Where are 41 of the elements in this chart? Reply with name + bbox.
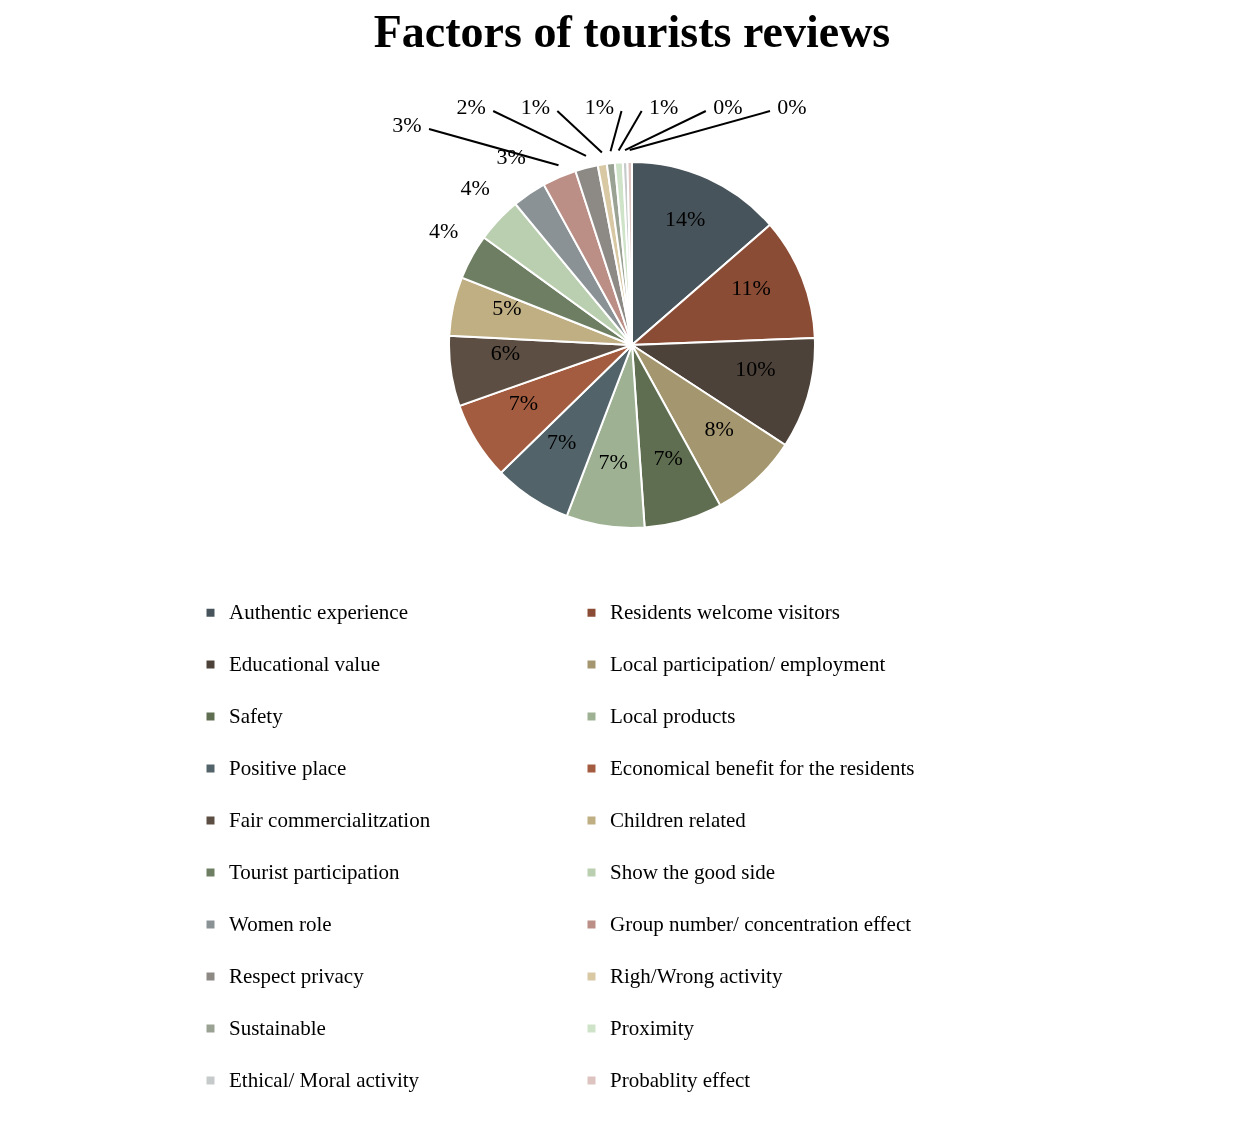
data-label: 11% — [731, 274, 771, 300]
legend-label: Fair commercialitzation — [229, 807, 431, 832]
legend-label: Local participation/ employment — [610, 651, 886, 676]
data-label: 1% — [649, 94, 679, 119]
legend-label: Economical benefit for the residents — [610, 755, 915, 780]
legend-label: Ethical/ Moral activity — [229, 1067, 420, 1092]
data-label: 7% — [598, 448, 628, 474]
legend-label: Local products — [610, 703, 736, 728]
legend-label: Tourist participation — [229, 859, 401, 884]
data-label: 5% — [492, 294, 522, 320]
data-label: 1% — [520, 94, 550, 119]
legend-label: Authentic experience — [229, 599, 408, 624]
legend-label: Show the good side — [610, 859, 776, 884]
data-label: 7% — [508, 389, 538, 415]
legend-label: Respect privacy — [229, 963, 365, 988]
legend-label: Children related — [610, 807, 747, 832]
legend-label: Sustainable — [229, 1015, 326, 1040]
data-label: 3% — [496, 144, 526, 170]
data-label: 1% — [584, 94, 615, 119]
legend-label: Educational value — [229, 651, 381, 676]
data-label: 0% — [713, 94, 743, 119]
legend-label: Righ/Wrong activity — [610, 963, 783, 988]
data-label: 6% — [490, 340, 520, 366]
legend-label: Safety — [229, 703, 284, 728]
legend-label: Positive place — [229, 755, 347, 780]
data-label: 4% — [460, 174, 490, 200]
data-label: 8% — [704, 415, 734, 441]
legend-label: Women role — [229, 911, 332, 936]
data-label: 4% — [428, 218, 459, 244]
data-label: 10% — [735, 356, 776, 382]
data-label: 7% — [547, 428, 577, 454]
legend-label: Group number/ concentration effect — [610, 911, 912, 936]
legend-label: Proximity — [610, 1015, 695, 1040]
data-label: 7% — [653, 444, 683, 470]
data-label: 2% — [456, 94, 486, 119]
legend-label: Residents welcome visitors — [610, 599, 840, 624]
chart-title: Factors of tourists reviews — [373, 6, 891, 57]
data-label: 14% — [664, 205, 706, 231]
data-label: 3% — [392, 112, 422, 137]
data-label: 0% — [777, 94, 807, 119]
legend-label: Probablity effect — [610, 1067, 751, 1092]
